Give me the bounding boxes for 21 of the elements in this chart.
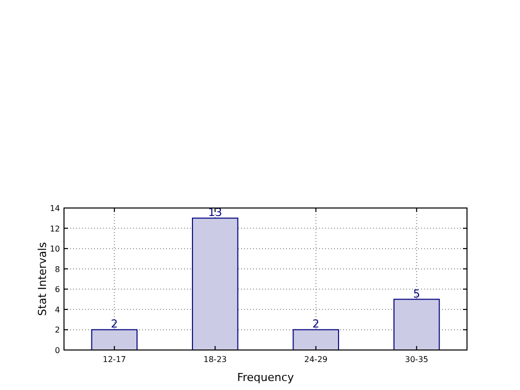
x-tick-label: 24-29 [304,355,328,364]
bar [393,298,440,350]
y-tick-label: 6 [54,285,60,294]
data-label: 2 [312,318,320,331]
x-axis-title: Frequency [237,371,294,384]
y-tick-label: 4 [54,305,60,314]
bar [91,329,138,350]
y-tick-label: 2 [54,326,60,335]
y-tick-label: 14 [50,204,60,213]
data-label: 5 [413,287,420,300]
bar [292,329,340,350]
y-tick-label: 0 [54,346,60,355]
y-tick-label: 12 [50,224,60,234]
x-tick-label: 30-35 [405,355,428,364]
x-tick-label: 12-17 [102,355,126,364]
data-label: 2 [110,318,118,331]
y-axis-title: Stat Intervals [36,242,49,316]
y-tick-label: 8 [54,264,60,274]
y-tick-label: 10 [50,244,60,254]
x-tick-label: 18-23 [204,355,227,364]
bar [192,218,238,350]
